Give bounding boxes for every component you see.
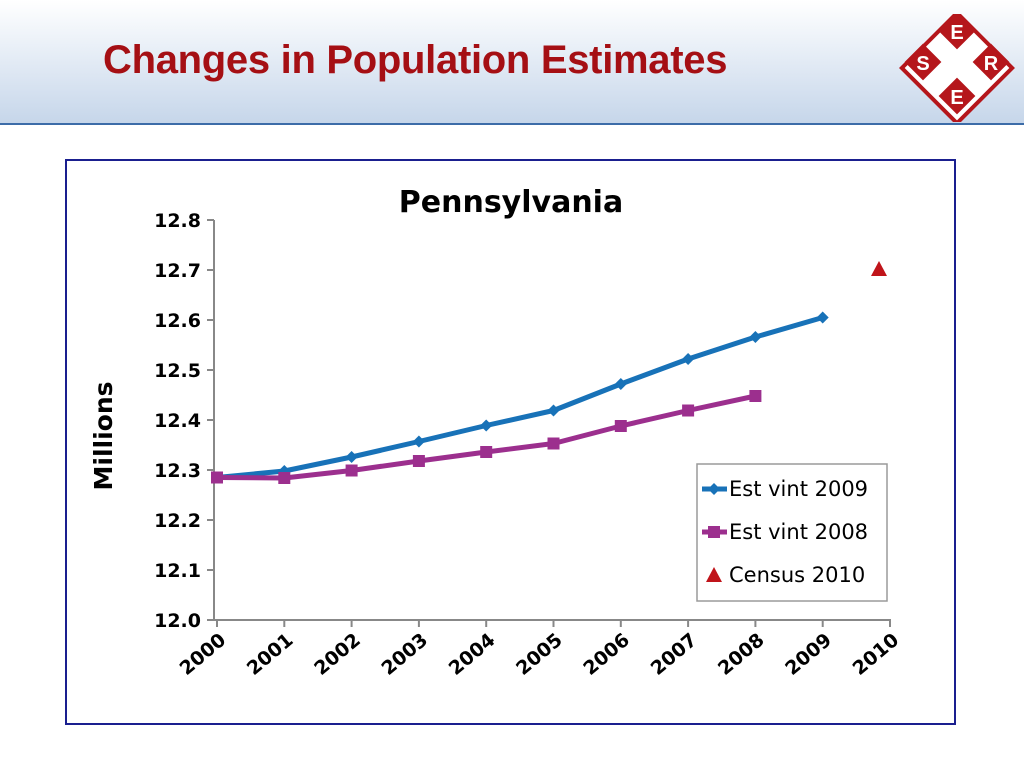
logo-letter-bottom: E <box>950 87 963 109</box>
sere-logo: E S R E <box>899 14 1015 122</box>
x-tick-label: 2003 <box>377 629 432 680</box>
legend-label: Est vint 2009 <box>729 477 868 501</box>
series-2 <box>871 261 887 276</box>
axes <box>207 219 891 627</box>
logo-letter-top: E <box>950 22 963 44</box>
legend-item: Est vint 2009 <box>702 477 868 501</box>
x-tick-label: 2000 <box>176 629 231 680</box>
y-tick-label: 12.7 <box>154 260 201 282</box>
legend-swatch-marker <box>706 567 722 582</box>
y-tick-label: 12.3 <box>154 460 201 482</box>
data-point <box>412 435 425 448</box>
data-point <box>614 378 627 390</box>
data-point <box>547 437 560 450</box>
legend-label: Est vint 2008 <box>729 520 868 544</box>
logo-letter-right: R <box>984 53 999 75</box>
x-tick-label: 2008 <box>714 629 769 680</box>
legend-item: Census 2010 <box>706 563 865 587</box>
y-axis-label: Millions <box>89 381 118 490</box>
y-tick-label: 12.2 <box>154 510 201 532</box>
chart-title: Pennsylvania <box>399 185 623 220</box>
data-point <box>682 404 695 417</box>
data-point <box>211 471 223 484</box>
x-tick-label: 2007 <box>647 629 702 680</box>
slide-header <box>0 0 1024 125</box>
x-tick-label: 2010 <box>849 629 904 680</box>
data-point <box>480 446 493 458</box>
legend-box <box>696 463 888 602</box>
x-tick-label: 2001 <box>243 629 298 680</box>
series-group <box>211 261 887 484</box>
data-point <box>345 464 358 477</box>
x-tick-labels: 2000 2001 2002 2003 2004 2005 2006 2007 2008 2009… <box>176 629 904 680</box>
y-tick-label: 12.8 <box>154 210 201 232</box>
x-tick-label: 2005 <box>512 629 567 680</box>
legend-label: Census 2010 <box>729 563 865 587</box>
data-point <box>614 420 627 432</box>
x-tick-label: 2004 <box>445 629 500 680</box>
series-line <box>216 315 824 480</box>
x-tick-label: 2009 <box>781 629 836 680</box>
y-tick-labels: 12.0 12.1 12.2 12.3 12.4 12.5 12.6 12.7 12.8 <box>154 210 201 632</box>
data-point <box>871 261 887 276</box>
x-tick-label: 2006 <box>579 629 634 680</box>
line-chart: Pennsylvania Millions 12.012.112.212.312… <box>89 185 904 680</box>
data-point <box>547 404 560 417</box>
y-tick-label: 12.6 <box>154 310 201 332</box>
slide-title: Changes in Population Estimates <box>103 38 728 82</box>
legend-swatch-marker <box>708 483 720 495</box>
data-point <box>278 472 291 484</box>
data-point <box>480 419 493 432</box>
y-tick-label: 12.0 <box>154 610 201 632</box>
data-point <box>816 311 829 324</box>
logo-letter-left: S <box>916 53 929 75</box>
legend-swatch-marker <box>708 526 720 538</box>
legend: Est vint 2009 Est vint 2008 Census 2010 <box>696 463 888 602</box>
y-tick-label: 12.1 <box>154 560 201 582</box>
y-tick-label: 12.5 <box>154 360 201 382</box>
data-point <box>682 353 695 365</box>
legend-item: Est vint 2008 <box>702 520 868 544</box>
x-tick-label: 2002 <box>310 629 365 680</box>
y-tick-label: 12.4 <box>154 410 201 432</box>
data-point <box>749 390 762 402</box>
series-0 <box>211 311 829 484</box>
series-1 <box>211 390 762 484</box>
data-point <box>345 451 358 463</box>
data-point <box>749 331 762 343</box>
data-point <box>412 455 425 467</box>
